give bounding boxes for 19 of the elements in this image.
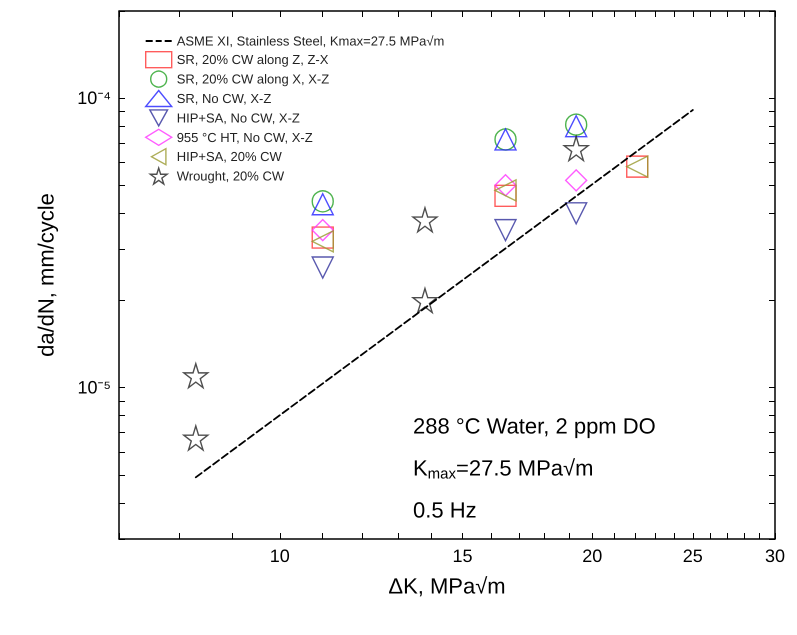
y-tick-label: 10⁻⁵ bbox=[78, 378, 111, 398]
x-tick-label: 30 bbox=[764, 546, 786, 566]
legend-label: Wrought, 20% CW bbox=[176, 168, 285, 184]
legend-label: ASME XI, Stainless Steel, Kmax=27.5 MPa√m bbox=[176, 34, 444, 48]
x-tick-label: 25 bbox=[682, 546, 703, 566]
legend-label: SR, No CW, X-Z bbox=[176, 91, 272, 106]
legend-label: HIP+SA, 20% CW bbox=[176, 149, 283, 164]
legend-label: SR, 20% CW along Z, Z-X bbox=[176, 52, 329, 68]
legend-label: SR, 20% CW along X, X-Z bbox=[176, 72, 330, 87]
x-tick-label: 15 bbox=[452, 546, 473, 566]
x-tick-label: 10 bbox=[270, 546, 290, 566]
y-tick-label: 10⁻⁴ bbox=[77, 88, 111, 108]
annotation: 0.5 Hz bbox=[413, 498, 477, 522]
annotation: 288 °C Water, 2 ppm DO bbox=[413, 414, 656, 438]
legend-label: 955 °C HT, No CW, X-Z bbox=[176, 130, 313, 145]
y-axis-title: da/dN, mm/cycle bbox=[34, 193, 58, 357]
x-tick-label: 20 bbox=[582, 546, 602, 566]
x-axis-title: ΔK, MPa√m bbox=[388, 574, 506, 598]
legend-label: HIP+SA, No CW, X-Z bbox=[176, 110, 300, 126]
